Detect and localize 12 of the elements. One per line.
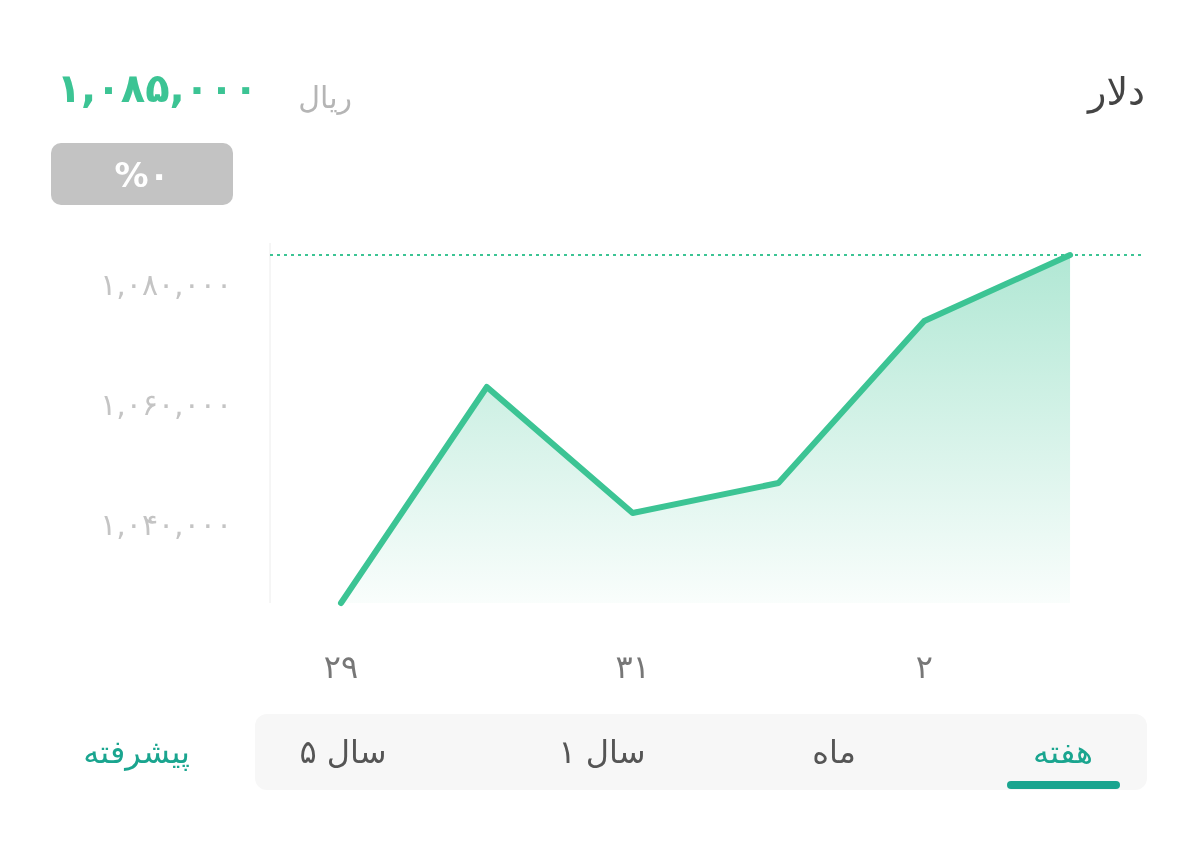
text: ریال (298, 80, 352, 115)
y-tick-label: ۱,۰۸۰,۰۰۰ (100, 267, 232, 302)
text: ۱,۰۸۵,۰۰۰ (56, 65, 258, 111)
text: پیشرفته (83, 733, 190, 771)
chart-title: دلار (1086, 70, 1145, 114)
y-tick-label: ۱,۰۴۰,۰۰۰ (100, 507, 232, 542)
x-tick-label: ۳۱ (615, 648, 650, 686)
x-tick-label: ۲ (915, 648, 933, 686)
badge: %۰ (51, 143, 233, 205)
tab-bar: هفته ماه ۱ سال ۵ سال (255, 714, 1147, 790)
y-tick-label: ۱,۰۶۰,۰۰۰ (100, 387, 232, 422)
x-tick-label: ۲۹ (323, 648, 359, 686)
